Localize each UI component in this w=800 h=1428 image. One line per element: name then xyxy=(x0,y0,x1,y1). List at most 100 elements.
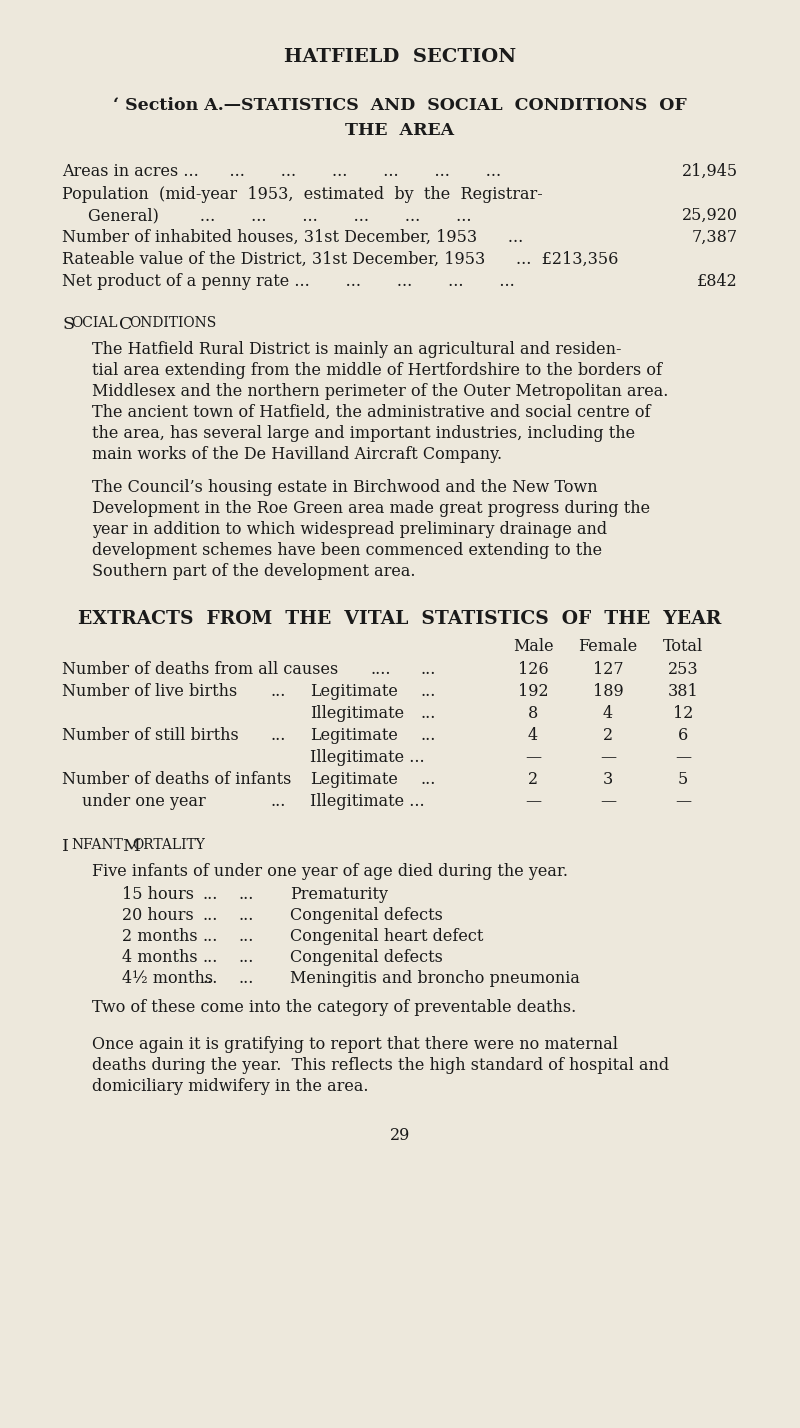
Text: ...: ... xyxy=(420,683,435,700)
Text: 8: 8 xyxy=(528,705,538,723)
Text: 189: 189 xyxy=(593,683,623,700)
Text: 6: 6 xyxy=(678,727,688,744)
Text: ...: ... xyxy=(420,705,435,723)
Text: year in addition to which widespread preliminary drainage and: year in addition to which widespread pre… xyxy=(92,521,607,538)
Text: 5: 5 xyxy=(678,771,688,788)
Text: —: — xyxy=(600,750,616,765)
Text: Net product of a penny rate ...       ...       ...       ...       ...: Net product of a penny rate ... ... ... … xyxy=(62,273,514,290)
Text: ...: ... xyxy=(238,970,254,987)
Text: THE  AREA: THE AREA xyxy=(346,121,454,139)
Text: ...: ... xyxy=(202,970,218,987)
Text: M: M xyxy=(122,838,140,855)
Text: Middlesex and the northern perimeter of the Outer Metropolitan area.: Middlesex and the northern perimeter of … xyxy=(92,383,668,400)
Text: £842: £842 xyxy=(698,273,738,290)
Text: —: — xyxy=(525,793,541,810)
Text: 3: 3 xyxy=(603,771,613,788)
Text: ...: ... xyxy=(238,928,254,945)
Text: —: — xyxy=(675,793,691,810)
Text: Development in the Roe Green area made great progress during the: Development in the Roe Green area made g… xyxy=(92,500,650,517)
Text: Illegitimate ...: Illegitimate ... xyxy=(310,750,425,765)
Text: Rateable value of the District, 31st December, 1953      ...  £213,356: Rateable value of the District, 31st Dec… xyxy=(62,251,618,268)
Text: Total: Total xyxy=(663,638,703,655)
Text: 20 hours: 20 hours xyxy=(122,907,194,924)
Text: 4: 4 xyxy=(603,705,613,723)
Text: HATFIELD  SECTION: HATFIELD SECTION xyxy=(284,49,516,66)
Text: Legitimate: Legitimate xyxy=(310,727,398,744)
Text: Illegitimate ...: Illegitimate ... xyxy=(310,793,425,810)
Text: 29: 29 xyxy=(390,1127,410,1144)
Text: 4½ months: 4½ months xyxy=(122,970,213,987)
Text: ‘ Section A.—STATISTICS  AND  SOCIAL  CONDITIONS  OF: ‘ Section A.—STATISTICS AND SOCIAL CONDI… xyxy=(113,97,687,114)
Text: 15 hours: 15 hours xyxy=(122,885,194,902)
Text: NFANT: NFANT xyxy=(71,838,123,853)
Text: Congenital heart defect: Congenital heart defect xyxy=(290,928,483,945)
Text: OCIAL: OCIAL xyxy=(71,316,118,330)
Text: ONDITIONS: ONDITIONS xyxy=(129,316,216,330)
Text: 2 months: 2 months xyxy=(122,928,198,945)
Text: ...: ... xyxy=(238,907,254,924)
Text: —: — xyxy=(525,750,541,765)
Text: The Hatfield Rural District is mainly an agricultural and residen-: The Hatfield Rural District is mainly an… xyxy=(92,341,622,358)
Text: ...: ... xyxy=(238,885,254,902)
Text: Once again it is gratifying to report that there were no maternal: Once again it is gratifying to report th… xyxy=(92,1035,618,1052)
Text: domiciliary midwifery in the area.: domiciliary midwifery in the area. xyxy=(92,1078,369,1095)
Text: I: I xyxy=(62,838,69,855)
Text: Congenital defects: Congenital defects xyxy=(290,907,443,924)
Text: Southern part of the development area.: Southern part of the development area. xyxy=(92,563,415,580)
Text: 21,945: 21,945 xyxy=(682,163,738,180)
Text: the area, has several large and important industries, including the: the area, has several large and importan… xyxy=(92,426,635,443)
Text: ...: ... xyxy=(270,683,286,700)
Text: tial area extending from the middle of Hertfordshire to the borders of: tial area extending from the middle of H… xyxy=(92,363,662,378)
Text: —: — xyxy=(600,793,616,810)
Text: Meningitis and broncho pneumonia: Meningitis and broncho pneumonia xyxy=(290,970,580,987)
Text: Illegitimate: Illegitimate xyxy=(310,705,404,723)
Text: 12: 12 xyxy=(673,705,693,723)
Text: Population  (mid-year  1953,  estimated  by  the  Registrar-: Population (mid-year 1953, estimated by … xyxy=(62,186,542,203)
Text: —: — xyxy=(675,750,691,765)
Text: ...: ... xyxy=(238,950,254,965)
Text: ...: ... xyxy=(270,793,286,810)
Text: S: S xyxy=(62,316,74,333)
Text: Legitimate: Legitimate xyxy=(310,683,398,700)
Text: Areas in acres ...      ...       ...       ...       ...       ...       ...: Areas in acres ... ... ... ... ... ... .… xyxy=(62,163,501,180)
Text: ...: ... xyxy=(420,661,435,678)
Text: Legitimate: Legitimate xyxy=(310,771,398,788)
Text: Prematurity: Prematurity xyxy=(290,885,388,902)
Text: Number of deaths of infants: Number of deaths of infants xyxy=(62,771,291,788)
Text: ...: ... xyxy=(202,885,218,902)
Text: deaths during the year.  This reflects the high standard of hospital and: deaths during the year. This reflects th… xyxy=(92,1057,669,1074)
Text: 127: 127 xyxy=(593,661,623,678)
Text: Number of still births: Number of still births xyxy=(62,727,238,744)
Text: Two of these come into the category of preventable deaths.: Two of these come into the category of p… xyxy=(92,1000,576,1015)
Text: ...: ... xyxy=(420,771,435,788)
Text: 253: 253 xyxy=(668,661,698,678)
Text: Number of deaths from all causes: Number of deaths from all causes xyxy=(62,661,338,678)
Text: ....: .... xyxy=(370,661,390,678)
Text: Female: Female xyxy=(578,638,638,655)
Text: ...: ... xyxy=(202,950,218,965)
Text: 4 months: 4 months xyxy=(122,950,198,965)
Text: The ancient town of Hatfield, the administrative and social centre of: The ancient town of Hatfield, the admini… xyxy=(92,404,650,421)
Text: 25,920: 25,920 xyxy=(682,207,738,224)
Text: 381: 381 xyxy=(668,683,698,700)
Text: 4: 4 xyxy=(528,727,538,744)
Text: ...: ... xyxy=(202,907,218,924)
Text: 2: 2 xyxy=(603,727,613,744)
Text: main works of the De Havilland Aircraft Company.: main works of the De Havilland Aircraft … xyxy=(92,446,502,463)
Text: Five infants of under one year of age died during the year.: Five infants of under one year of age di… xyxy=(92,863,568,880)
Text: 126: 126 xyxy=(518,661,548,678)
Text: Male: Male xyxy=(513,638,554,655)
Text: C: C xyxy=(119,316,132,333)
Text: Number of live births: Number of live births xyxy=(62,683,238,700)
Text: EXTRACTS  FROM  THE  VITAL  STATISTICS  OF  THE  YEAR: EXTRACTS FROM THE VITAL STATISTICS OF TH… xyxy=(78,610,722,628)
Text: Congenital defects: Congenital defects xyxy=(290,950,443,965)
Text: 2: 2 xyxy=(528,771,538,788)
Text: under one year: under one year xyxy=(82,793,206,810)
Text: ...: ... xyxy=(202,928,218,945)
Text: General)        ...       ...       ...       ...       ...       ...: General) ... ... ... ... ... ... xyxy=(88,207,471,224)
Text: ORTALITY: ORTALITY xyxy=(132,838,205,853)
Text: ...: ... xyxy=(420,727,435,744)
Text: 192: 192 xyxy=(518,683,548,700)
Text: 7,387: 7,387 xyxy=(692,228,738,246)
Text: Number of inhabited houses, 31st December, 1953      ...: Number of inhabited houses, 31st Decembe… xyxy=(62,228,523,246)
